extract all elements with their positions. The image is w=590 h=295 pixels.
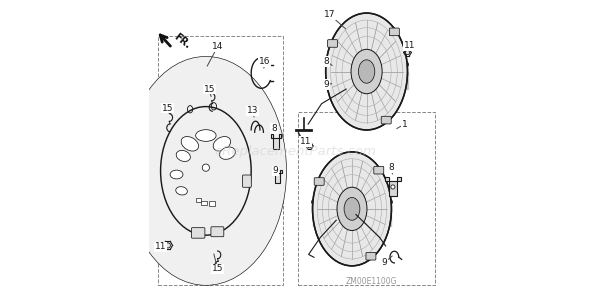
- Text: 15: 15: [204, 85, 215, 94]
- FancyBboxPatch shape: [327, 40, 337, 47]
- Ellipse shape: [358, 60, 375, 83]
- Circle shape: [405, 50, 409, 55]
- Text: 9: 9: [272, 166, 278, 176]
- Ellipse shape: [313, 152, 391, 266]
- FancyBboxPatch shape: [314, 178, 324, 185]
- Text: 8: 8: [324, 57, 329, 66]
- Text: FR.: FR.: [172, 31, 192, 50]
- Polygon shape: [313, 209, 391, 226]
- FancyBboxPatch shape: [211, 227, 224, 237]
- Ellipse shape: [337, 187, 367, 230]
- Text: 17: 17: [324, 10, 335, 19]
- Ellipse shape: [351, 49, 382, 94]
- Text: eReplacementParts.com: eReplacementParts.com: [214, 145, 376, 158]
- Polygon shape: [326, 71, 408, 89]
- Circle shape: [202, 164, 209, 171]
- Text: 13: 13: [247, 106, 258, 115]
- Text: 9: 9: [323, 80, 329, 89]
- Text: 8: 8: [271, 124, 277, 133]
- Text: ZM00E1100G: ZM00E1100G: [345, 277, 396, 286]
- Text: 15: 15: [212, 264, 223, 273]
- Text: 8: 8: [388, 163, 394, 173]
- Ellipse shape: [219, 147, 235, 159]
- FancyBboxPatch shape: [196, 198, 201, 202]
- Ellipse shape: [176, 150, 191, 161]
- Text: 15: 15: [162, 104, 173, 113]
- Ellipse shape: [166, 114, 245, 227]
- Polygon shape: [271, 134, 281, 149]
- Ellipse shape: [176, 187, 188, 195]
- Ellipse shape: [196, 130, 216, 141]
- Text: 11: 11: [404, 41, 415, 50]
- Text: 11: 11: [155, 242, 166, 251]
- FancyBboxPatch shape: [209, 201, 215, 206]
- Text: 14: 14: [212, 42, 223, 51]
- Polygon shape: [385, 177, 401, 196]
- Text: 9: 9: [381, 258, 387, 268]
- Ellipse shape: [125, 56, 287, 285]
- Ellipse shape: [312, 192, 392, 212]
- Ellipse shape: [213, 137, 231, 151]
- FancyBboxPatch shape: [374, 166, 384, 174]
- FancyBboxPatch shape: [366, 253, 376, 260]
- Circle shape: [307, 144, 312, 148]
- FancyBboxPatch shape: [242, 175, 251, 187]
- FancyBboxPatch shape: [201, 201, 207, 205]
- Text: 11: 11: [300, 137, 311, 146]
- Ellipse shape: [326, 13, 408, 130]
- Circle shape: [165, 243, 171, 248]
- Ellipse shape: [181, 137, 199, 151]
- Text: 1: 1: [402, 119, 408, 129]
- Ellipse shape: [170, 170, 183, 179]
- FancyBboxPatch shape: [381, 116, 391, 124]
- FancyBboxPatch shape: [389, 28, 399, 36]
- Polygon shape: [273, 170, 282, 183]
- Circle shape: [391, 185, 395, 189]
- Ellipse shape: [344, 197, 360, 220]
- Ellipse shape: [324, 54, 408, 75]
- FancyBboxPatch shape: [191, 228, 205, 238]
- Text: 16: 16: [259, 57, 271, 66]
- Ellipse shape: [160, 106, 251, 235]
